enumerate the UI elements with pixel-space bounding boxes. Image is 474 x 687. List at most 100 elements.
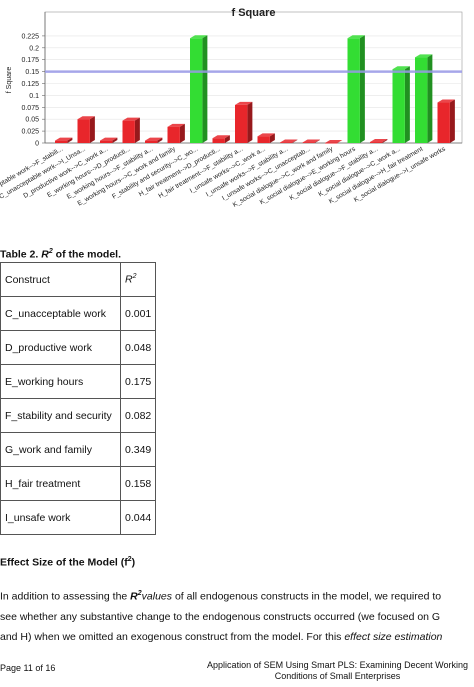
table-row: G_work and family 0.349 <box>0 432 157 467</box>
bar-top <box>167 123 185 127</box>
bar-side <box>202 35 208 143</box>
construct-cell: F_stability and security <box>0 398 121 433</box>
bar <box>122 120 135 143</box>
bar-top <box>100 137 118 141</box>
y-tick-label: 0.225 <box>21 33 39 40</box>
bar-top <box>347 35 365 39</box>
construct-cell: I_unsafe work <box>0 500 121 535</box>
bar-side <box>269 133 275 143</box>
page-number: Page 11 of 16 <box>0 663 56 673</box>
bar-top <box>302 139 320 143</box>
bar-side <box>292 139 298 143</box>
bar-side <box>382 139 388 143</box>
bar-side <box>224 135 230 143</box>
header-construct: Construct <box>0 262 121 297</box>
bar-side <box>157 137 163 143</box>
y-tick-label: 0.025 <box>21 129 39 136</box>
bar-side <box>89 116 95 143</box>
bar-top <box>190 35 208 39</box>
construct-cell: G_work and family <box>0 432 121 467</box>
bar <box>55 140 68 143</box>
bar-top <box>370 139 388 143</box>
bar <box>302 142 315 144</box>
y-tick-label: 0.175 <box>21 57 39 64</box>
bar-side <box>314 139 320 143</box>
r2-cell: 0.082 <box>119 398 157 433</box>
bar-top <box>392 66 410 70</box>
r2-cell: 0.175 <box>119 364 157 399</box>
section-heading: Effect Size of the Model (f2) <box>0 556 136 569</box>
bar <box>347 38 360 143</box>
table-row: D_productive work 0.048 <box>0 330 157 365</box>
body-paragraph: In addition to assessing the R2values of… <box>0 584 474 647</box>
header-r-square: R2 <box>119 262 157 297</box>
bar-top <box>437 99 455 103</box>
bar <box>392 69 405 143</box>
bar <box>415 57 428 143</box>
bar <box>77 119 90 143</box>
bar-top <box>55 137 73 141</box>
bar-top <box>280 139 298 143</box>
table-row: H_fair treatment 0.158 <box>0 466 157 501</box>
construct-cell: C_unacceptable work <box>0 296 121 331</box>
bar <box>325 143 338 144</box>
bar-top <box>145 137 163 141</box>
r2-cell: 0.349 <box>119 432 157 467</box>
bar <box>190 38 203 143</box>
bar <box>235 104 248 143</box>
r2-cell: 0.158 <box>119 466 157 501</box>
r-square-table: Construct R2 C_unacceptable work 0.001 D… <box>0 262 157 535</box>
table-row: F_stability and security 0.082 <box>0 398 157 433</box>
running-title: Application of SEM Using Smart PLS: Exam… <box>207 660 468 681</box>
bar-side <box>404 66 410 143</box>
bar-side <box>449 99 455 143</box>
table-caption: Table 2. R2 of the model. <box>0 248 121 261</box>
bar-top <box>325 140 343 143</box>
construct-cell: H_fair treatment <box>0 466 121 501</box>
y-tick-label: 0.075 <box>21 105 39 112</box>
bar <box>370 142 383 143</box>
r2-cell: 0.001 <box>119 296 157 331</box>
chart-canvas: f Square f Square 0 0.025 0.05 0.075 0.1 0.125 0… <box>0 7 463 209</box>
bar-top <box>257 133 275 137</box>
paragraph-line: see whether any substantive change to th… <box>0 610 441 623</box>
y-axis-label: f Square <box>6 67 13 94</box>
bar-side <box>427 54 433 143</box>
bar <box>257 136 270 143</box>
bar <box>280 142 293 144</box>
bar <box>145 140 158 143</box>
bar <box>167 126 180 143</box>
construct-cell: D_productive work <box>0 330 121 365</box>
y-tick-label: 0.1 <box>29 93 39 100</box>
y-tick-label: 0.125 <box>21 81 39 88</box>
bar-side <box>134 117 140 143</box>
bar-side <box>359 35 365 143</box>
bar <box>212 138 225 143</box>
bar-side <box>112 137 118 143</box>
bar-top <box>122 117 140 121</box>
y-tick-label: 0.05 <box>25 117 39 124</box>
r2-cell: 0.044 <box>119 500 157 535</box>
chart-title: f Square <box>231 7 275 19</box>
paragraph-line: In addition to assessing the R2values of… <box>0 590 442 603</box>
bar-side <box>179 123 185 143</box>
table-row: E_working hours 0.175 <box>0 364 157 399</box>
bar-top <box>212 135 230 139</box>
f-square-chart: f Square f Square 0 0.025 0.05 0.075 0.1 0.125 0… <box>0 0 474 246</box>
bar <box>437 102 450 143</box>
r2-cell: 0.048 <box>119 330 157 365</box>
y-tick-label: 0.15 <box>25 69 39 76</box>
y-tick-label: 0.2 <box>29 45 39 52</box>
construct-cell: E_working hours <box>0 364 121 399</box>
table-row: C_unacceptable work 0.001 <box>0 296 157 331</box>
bar-side <box>247 101 253 143</box>
y-tick-label: 0 <box>35 141 39 148</box>
bar-side <box>67 137 73 143</box>
bar-top <box>235 101 253 105</box>
table-row: I_unsafe work 0.044 <box>0 500 157 535</box>
bar-top <box>415 54 433 58</box>
paragraph-line: and H) when we omitted an exogenous cons… <box>0 630 443 643</box>
table-header-row: Construct R2 <box>0 262 157 297</box>
bar-top <box>77 116 95 120</box>
bar <box>100 140 113 143</box>
